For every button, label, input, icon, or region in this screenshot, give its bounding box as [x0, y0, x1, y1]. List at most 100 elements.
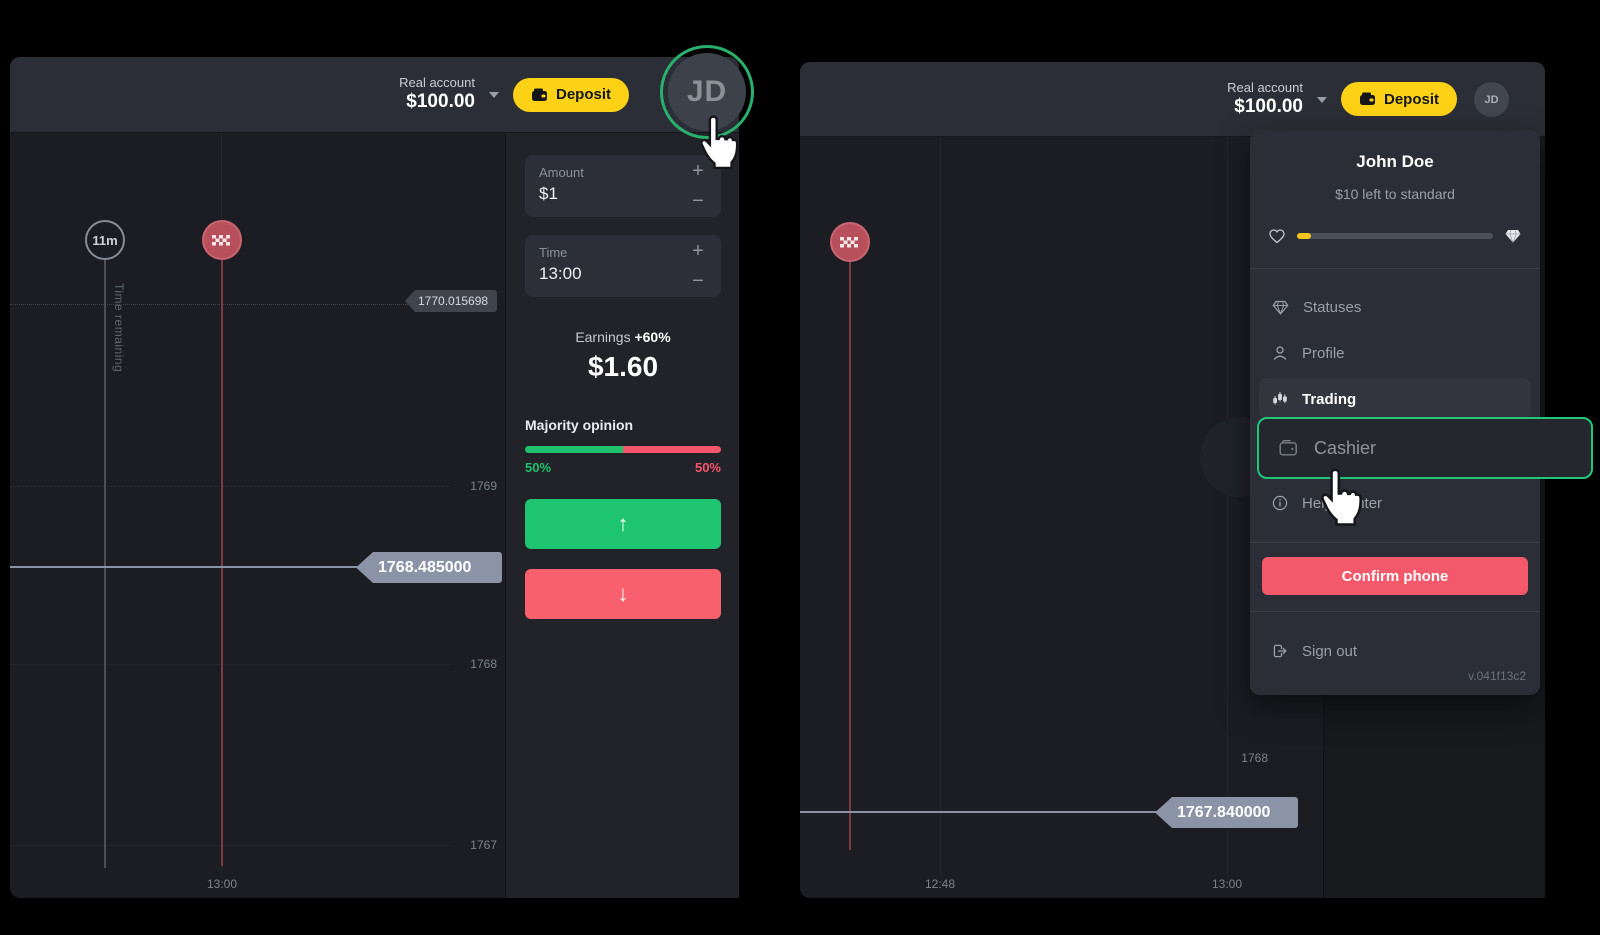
current-price-tag: 1767.840000: [1155, 797, 1298, 828]
upper-price-gridline: [10, 304, 410, 305]
amount-value: $1: [539, 184, 558, 203]
top-bar: Real account $100.00 Deposit: [10, 57, 739, 133]
x-tick: 13:00: [1211, 877, 1243, 891]
buy-down-button[interactable]: ↓: [525, 569, 721, 619]
x-gridline: [1227, 137, 1228, 876]
current-price-line: [10, 566, 362, 568]
deposit-button[interactable]: Deposit: [1340, 82, 1457, 116]
menu-item-label: Trading: [1302, 390, 1357, 408]
gridline-1767: [10, 845, 450, 846]
majority-up-percent: 50%: [525, 460, 552, 475]
avatar[interactable]: JD: [668, 53, 746, 131]
deposit-button[interactable]: Deposit: [512, 77, 629, 112]
y-tick: 1768: [1241, 751, 1268, 765]
price-chart: 1768 1767.840000 12:48 13:00: [800, 137, 1323, 898]
status-progress-row: [1268, 228, 1522, 244]
expiry-flag-badge: [202, 220, 242, 260]
expiry-flag-badge: [830, 222, 870, 262]
divider: [1250, 611, 1540, 612]
wallet-outline-icon: [1279, 440, 1298, 456]
majority-opinion-block: Majority opinion 50% 50%: [525, 417, 721, 475]
screenshot-trading: Real account $100.00 Deposit JD 11m Time…: [10, 45, 754, 898]
app-version: v.041f13c2: [1468, 669, 1526, 683]
buy-up-button[interactable]: ↑: [525, 499, 721, 549]
user-menu-dropdown: John Doe $10 left to standard Statuses: [1250, 130, 1540, 695]
sign-out-icon: [1272, 643, 1288, 659]
heart-outline-icon: [1268, 228, 1286, 244]
y-tick: 1768: [470, 657, 497, 671]
person-icon: [1272, 345, 1288, 361]
earnings-label: Earnings: [575, 329, 631, 345]
checkered-flag-icon: [840, 236, 860, 248]
amount-label: Amount: [539, 165, 584, 180]
x-tick: 13:00: [206, 877, 238, 891]
majority-down-segment: [623, 446, 721, 453]
confirm-phone-button[interactable]: Confirm phone: [1262, 557, 1528, 595]
current-price-line: [800, 811, 1158, 813]
divider: [1250, 542, 1540, 543]
sign-out-label: Sign out: [1302, 642, 1358, 660]
time-value: 13:00: [539, 264, 582, 283]
avatar[interactable]: JD: [1474, 82, 1509, 117]
earnings-value: $1.60: [587, 351, 659, 382]
account-type-label: Real account: [1227, 79, 1303, 95]
status-progress-note: $10 left to standard: [1335, 186, 1455, 202]
wallet-icon: [1359, 92, 1376, 106]
majority-down-percent: 50%: [694, 460, 721, 475]
time-decrease-button[interactable]: −: [692, 270, 704, 292]
account-selector[interactable]: Real account $100.00: [1227, 79, 1303, 118]
status-progress-fill: [1297, 233, 1311, 239]
deposit-label: Deposit: [1383, 90, 1439, 108]
menu-item-trading[interactable]: Trading: [1259, 378, 1531, 420]
menu-item-label: Profile: [1302, 344, 1345, 362]
expiry-line: [849, 262, 851, 850]
earnings-block: Earnings +60% $1.60: [525, 329, 721, 383]
menu-item-label: Cashier: [1314, 437, 1377, 458]
majority-opinion-bar: [525, 446, 721, 453]
y-tick: 1769: [470, 479, 497, 493]
x-tick: 12:48: [924, 877, 956, 891]
user-name: John Doe: [1356, 152, 1434, 171]
majority-up-segment: [525, 446, 623, 453]
chevron-down-icon[interactable]: [1316, 96, 1327, 108]
time-remaining-badge: 11m: [85, 220, 125, 260]
time-increase-button[interactable]: +: [692, 240, 704, 262]
account-selector[interactable]: Real account $100.00: [399, 75, 475, 113]
time-field[interactable]: Time 13:00 + −: [525, 235, 721, 297]
menu-item-profile[interactable]: Profile: [1250, 330, 1540, 376]
expiry-line: [221, 260, 223, 866]
amount-increase-button[interactable]: +: [692, 160, 704, 182]
gem-outline-icon: [1272, 300, 1289, 315]
amount-field[interactable]: Amount $1 + −: [525, 155, 721, 217]
gem-icon: [1504, 228, 1522, 244]
chevron-down-icon[interactable]: [488, 92, 499, 103]
account-balance: $100.00: [1234, 95, 1303, 117]
hand-cursor: [1312, 468, 1362, 535]
time-label: Time: [539, 245, 568, 260]
majority-opinion-label: Majority opinion: [525, 417, 634, 433]
menu-list: Statuses Profile Trading Help Center: [1250, 284, 1540, 526]
amount-decrease-button[interactable]: −: [692, 190, 704, 212]
timer-line: [104, 260, 106, 868]
arrow-down-icon: ↓: [617, 581, 629, 606]
checkered-flag-icon: [212, 234, 232, 246]
top-bar: Real account $100.00 Deposit JD: [800, 62, 1545, 137]
trade-panel: Amount $1 + − Time 13:00 + − Earnings +6…: [505, 133, 739, 898]
price-chart: 11m Time remaining 1770.015698 1769 1768…: [10, 133, 505, 898]
menu-item-cashier-highlighted[interactable]: Cashier: [1257, 417, 1593, 479]
time-remaining-label: Time remaining: [112, 283, 126, 373]
divider: [1250, 268, 1540, 269]
hand-cursor: [692, 115, 739, 178]
menu-item-help-center[interactable]: Help Center: [1250, 480, 1540, 526]
deposit-label: Deposit: [555, 86, 611, 103]
arrow-up-icon: ↑: [617, 511, 629, 536]
wallet-icon: [531, 88, 548, 102]
menu-item-statuses[interactable]: Statuses: [1250, 284, 1540, 330]
earnings-percent: +60%: [634, 329, 671, 345]
y-tick: 1767: [470, 838, 497, 852]
account-type-label: Real account: [399, 75, 475, 91]
menu-item-label: Statuses: [1303, 298, 1362, 316]
sign-out-button[interactable]: Sign out: [1250, 628, 1540, 674]
avatar-highlight-ring: JD: [660, 45, 754, 139]
